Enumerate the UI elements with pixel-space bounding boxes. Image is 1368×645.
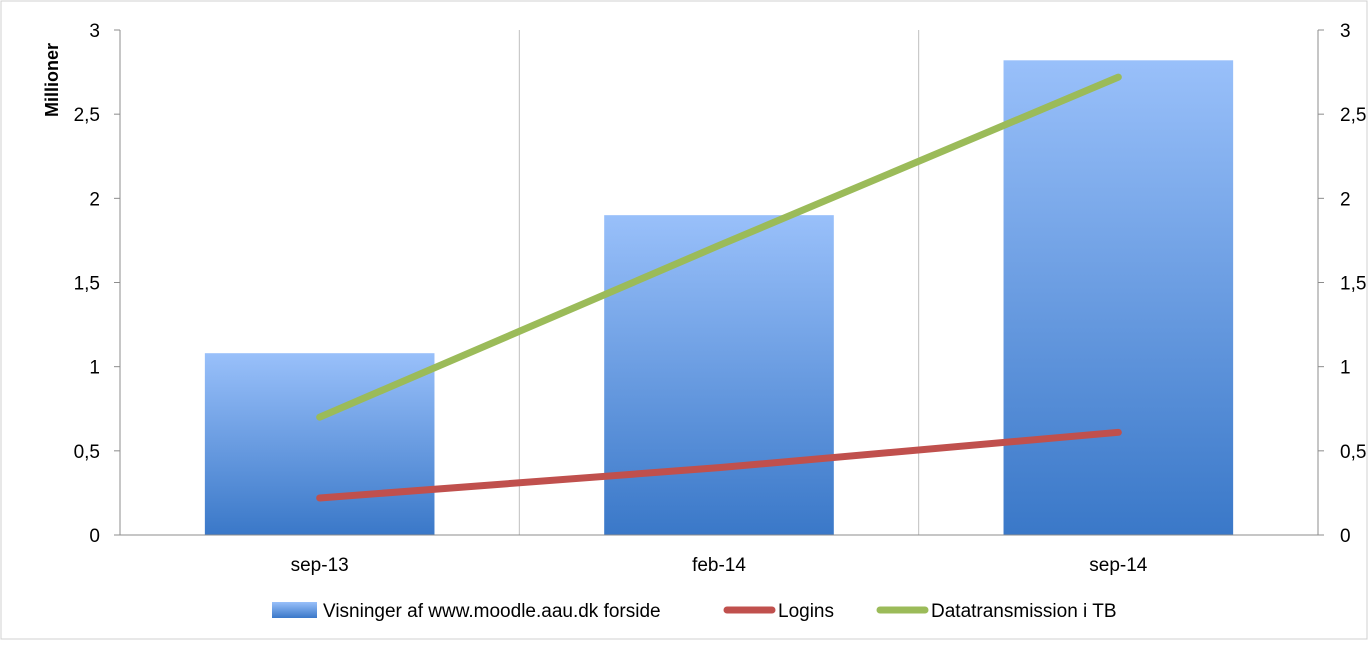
y-tick-label-left: 2 xyxy=(89,189,100,210)
x-tick-label: feb-14 xyxy=(692,555,746,576)
y-tick-label-left: 0 xyxy=(89,526,100,547)
y-tick-label-left: 1 xyxy=(89,358,100,379)
bar-sep-14 xyxy=(1003,60,1234,536)
legend-item-1: Visninger af www.moodle.aau.dk forside xyxy=(272,601,661,622)
y-tick-label-right: 1,5 xyxy=(1340,274,1366,295)
legend-label: Logins xyxy=(778,601,834,622)
y-tick-label-left: 3 xyxy=(89,21,100,42)
legend-item-2: Logins xyxy=(723,601,834,622)
legend: Visninger af www.moodle.aau.dk forside Lo… xyxy=(272,601,1117,622)
y-tick-label-left: 1,5 xyxy=(74,274,100,295)
y-tick-label-left: 2,5 xyxy=(74,105,100,126)
y-tick-label-right: 0 xyxy=(1340,526,1351,547)
line-series-2 xyxy=(316,73,1122,421)
bar-layer xyxy=(204,60,1234,536)
line-layer xyxy=(316,73,1122,502)
y-tick-label-right: 2 xyxy=(1340,189,1351,210)
x-tick-label: sep-13 xyxy=(291,555,349,576)
legend-item-3: Datatransmission i TB xyxy=(876,601,1117,622)
legend-label: Visninger af www.moodle.aau.dk forside xyxy=(323,601,661,622)
x-tick-label: sep-14 xyxy=(1089,555,1148,576)
y-axis-title: Millioner xyxy=(42,43,62,117)
y-tick-label-right: 1 xyxy=(1340,358,1351,379)
y-tick-label-left: 0,5 xyxy=(74,442,100,463)
bar-feb-14 xyxy=(604,215,834,535)
legend-swatch xyxy=(272,602,317,618)
axis-layer: 0 0,5 1 1,5 2 2,5 3 0 0,5 1 1,5 2 2,5 3 sep-13 feb-14 se… xyxy=(74,21,1367,576)
legend-label: Datatransmission i TB xyxy=(931,601,1117,622)
y-tick-label-right: 0,5 xyxy=(1340,442,1366,463)
line-series-1 xyxy=(316,428,1122,502)
y-tick-label-right: 3 xyxy=(1340,21,1351,42)
y-tick-label-right: 2,5 xyxy=(1340,105,1366,126)
